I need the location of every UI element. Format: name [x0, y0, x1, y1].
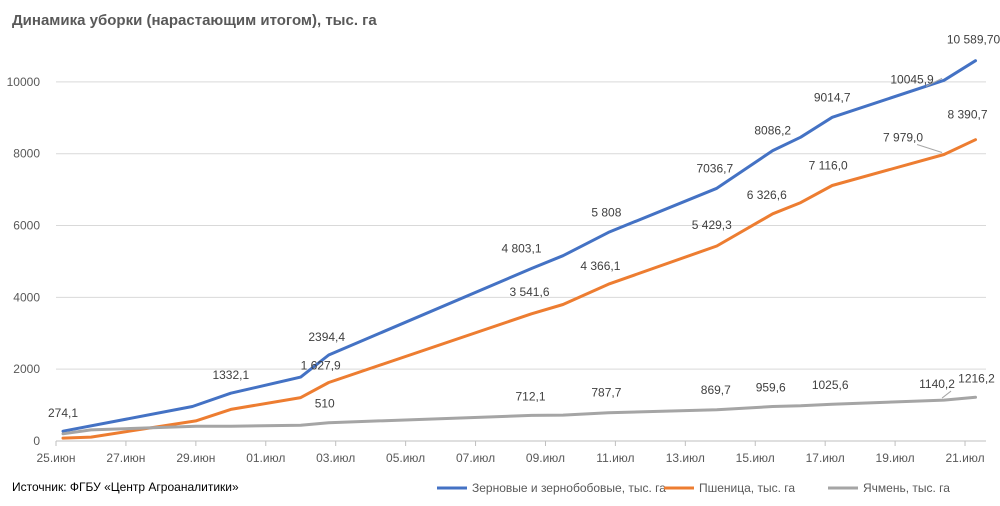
data-label: 4 366,1: [580, 259, 620, 273]
legend-label-2: Ячмень, тыс. га: [863, 481, 950, 495]
y-tick-label: 6000: [13, 219, 40, 233]
label-leader-lines: [916, 77, 952, 399]
data-label: 5 429,3: [692, 218, 732, 232]
x-tick-label: 27.июн: [106, 451, 145, 465]
x-tick-label: 03.июл: [316, 451, 355, 465]
data-label: 10 589,70: [947, 33, 1000, 47]
data-label: 5 808: [591, 205, 621, 219]
x-tick-label: 09.июл: [526, 451, 565, 465]
data-label: 510: [315, 397, 335, 411]
data-label: 7036,7: [696, 161, 733, 175]
data-label: 9014,7: [814, 90, 851, 104]
leader-line: [925, 77, 943, 87]
data-label: 8 390,7: [947, 108, 987, 122]
x-tick-label: 17.июл: [806, 451, 845, 465]
x-tick-label: 11.июл: [596, 451, 634, 465]
y-tick-label: 2000: [13, 362, 40, 376]
source-note: Источник: ФГБУ «Центр Агроаналитики»: [12, 480, 239, 494]
legend: Зерновые и зернобобовые, тыс. га Пшеница,…: [437, 481, 950, 495]
data-label: 7 116,0: [809, 158, 848, 172]
data-label: 1332,1: [212, 368, 249, 382]
y-tick-label: 8000: [13, 147, 40, 161]
data-labels: 274,1 1332,1 2394,4 4 803,1 5 808 7036,7 8086,…: [48, 33, 1000, 420]
x-tick-label: 05.июл: [386, 451, 425, 465]
data-label: 1216,2: [958, 371, 995, 385]
x-tick-label: 29.июн: [176, 451, 215, 465]
series-line-2: [61, 395, 977, 436]
series-line-1: [61, 138, 977, 440]
data-label: 6 326,6: [747, 188, 787, 202]
data-label: 3 541,6: [509, 285, 549, 299]
data-label: 4 803,1: [501, 242, 541, 256]
x-tick-label: 25.июн: [36, 451, 75, 465]
chart-title: Динамика уборки (нарастающим итогом), ты…: [12, 12, 377, 29]
legend-label-0: Зерновые и зернобобовые, тыс. га: [472, 481, 666, 495]
data-label: 8086,2: [754, 124, 791, 138]
data-label: 274,1: [48, 406, 78, 420]
legend-label-1: Пшеница, тыс. га: [699, 481, 795, 495]
y-tick-label: 4000: [13, 290, 40, 304]
series-lines: [61, 59, 977, 440]
series-line-0: [61, 59, 977, 433]
data-label: 959,6: [756, 381, 786, 395]
y-tick-label: 10000: [7, 75, 41, 89]
data-label: 712,1: [515, 389, 545, 403]
data-label: 1 627,9: [301, 359, 341, 373]
x-tick-label: 07.июл: [456, 451, 495, 465]
leader-line: [916, 144, 943, 153]
data-label: 1140,2: [919, 377, 955, 391]
gridlines: [56, 81, 986, 442]
x-tick-label: 15.июл: [736, 451, 775, 465]
data-label: 2394,4: [308, 330, 345, 344]
data-label: 7 979,0: [883, 130, 923, 144]
leader-line: [941, 390, 952, 399]
data-label: 869,7: [701, 383, 731, 397]
x-tick-label: 21.июл: [945, 451, 984, 465]
x-tick-label: 01.июл: [246, 451, 285, 465]
y-tick-label: 0: [33, 434, 40, 448]
data-label: 10045,9: [890, 72, 934, 86]
x-tick-label: 13.июл: [666, 451, 705, 465]
y-axis-ticks: 0 2000 4000 6000 8000 10000: [7, 75, 41, 448]
data-label: 787,7: [591, 386, 621, 400]
x-tick-label: 19.июл: [876, 451, 915, 465]
x-axis-ticks: 25.июн 27.июн 29.июн 01.июл 03.июл 05.июл 07.и…: [36, 441, 985, 465]
data-label: 1025,6: [812, 378, 849, 392]
